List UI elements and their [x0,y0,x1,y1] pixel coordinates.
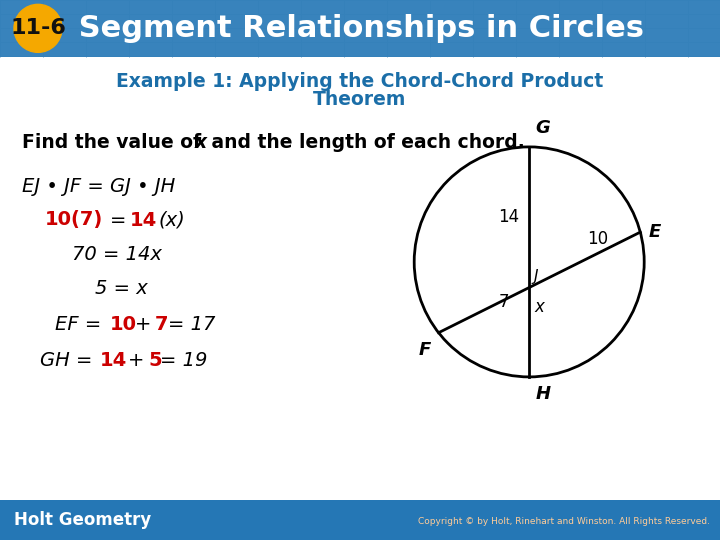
Text: +: + [135,315,158,334]
Text: H: H [535,385,550,403]
Circle shape [14,4,62,52]
Text: 11-6: 11-6 [10,18,66,38]
Text: F: F [418,341,431,359]
Text: Holt Geometry: Holt Geometry [14,511,151,529]
Bar [0,500,720,540]
Text: 5: 5 [148,350,161,369]
Text: 5 = x: 5 = x [95,279,148,298]
Text: EF =: EF = [55,315,107,334]
Text: G: G [535,119,550,137]
Text: 10(7): 10(7) [45,211,103,229]
Text: 7: 7 [155,315,168,334]
Text: = 17: = 17 [168,315,215,334]
Text: Segment Relationships in Circles: Segment Relationships in Circles [68,14,644,43]
Text: +: + [128,350,150,369]
Text: x: x [534,298,544,315]
Text: 14: 14 [498,208,519,226]
Text: Example 1: Applying the Chord-Chord Product: Example 1: Applying the Chord-Chord Prod… [117,72,603,91]
Text: 14: 14 [130,211,157,229]
Text: 70 = 14x: 70 = 14x [72,245,162,264]
Text: (x): (x) [158,211,185,229]
Text: 7: 7 [499,293,509,310]
Text: and the length of each chord.: and the length of each chord. [205,133,525,152]
Bar [0,0,720,57]
Text: Find the value of: Find the value of [22,133,207,152]
Text: Theorem: Theorem [313,90,407,109]
Text: GH =: GH = [40,350,99,369]
Text: x: x [195,133,207,152]
Text: 10: 10 [110,315,137,334]
Text: 14: 14 [100,350,127,369]
Text: = 19: = 19 [160,350,207,369]
Text: 10: 10 [587,230,608,248]
Text: EJ • JF = GJ • JH: EJ • JF = GJ • JH [22,177,175,195]
Text: Copyright © by Holt, Rinehart and Winston. All Rights Reserved.: Copyright © by Holt, Rinehart and Winsto… [418,517,710,526]
Text: E: E [648,223,660,241]
Text: =: = [110,211,132,229]
Bar [0,0,720,57]
Text: J: J [534,268,538,284]
